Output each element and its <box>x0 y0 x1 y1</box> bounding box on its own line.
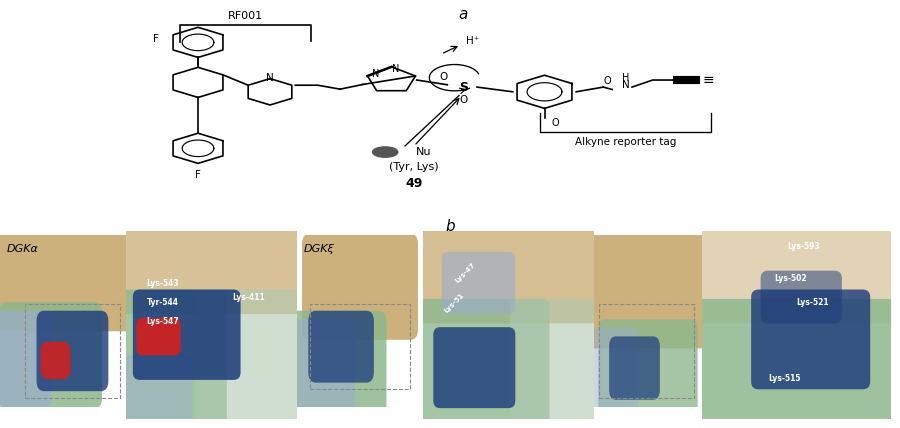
FancyBboxPatch shape <box>119 289 227 427</box>
FancyBboxPatch shape <box>609 336 660 400</box>
FancyBboxPatch shape <box>37 311 108 391</box>
Text: Lys-543: Lys-543 <box>147 279 179 288</box>
FancyBboxPatch shape <box>309 311 374 383</box>
Text: N: N <box>372 69 379 79</box>
FancyBboxPatch shape <box>752 289 870 389</box>
Text: F: F <box>195 170 201 181</box>
Text: b: b <box>446 219 454 235</box>
Text: DGKξ: DGKξ <box>303 244 334 254</box>
FancyBboxPatch shape <box>695 299 898 427</box>
FancyBboxPatch shape <box>760 270 842 324</box>
Text: (Tyr, Lys): (Tyr, Lys) <box>389 162 439 172</box>
FancyBboxPatch shape <box>302 234 418 340</box>
Text: 49: 49 <box>405 177 423 190</box>
Text: Lys-515: Lys-515 <box>768 374 801 383</box>
FancyBboxPatch shape <box>119 355 193 427</box>
Text: Lys-47: Lys-47 <box>454 262 477 284</box>
FancyBboxPatch shape <box>0 311 51 408</box>
Text: S: S <box>459 80 468 94</box>
FancyBboxPatch shape <box>136 318 181 355</box>
Text: Lys-521: Lys-521 <box>796 298 829 307</box>
FancyBboxPatch shape <box>119 223 304 314</box>
FancyBboxPatch shape <box>510 299 601 427</box>
Text: Lys-51: Lys-51 <box>443 291 464 314</box>
Text: F: F <box>152 34 158 44</box>
Text: N: N <box>266 73 274 83</box>
Text: Nu: Nu <box>416 147 431 157</box>
FancyBboxPatch shape <box>416 299 550 427</box>
Text: RF001: RF001 <box>228 11 263 21</box>
Text: Tyr-544: Tyr-544 <box>147 298 178 307</box>
FancyBboxPatch shape <box>588 234 708 348</box>
Text: O: O <box>439 72 448 82</box>
Text: O: O <box>459 95 468 105</box>
FancyBboxPatch shape <box>442 252 516 314</box>
Text: Alkyne reporter tag: Alkyne reporter tag <box>575 137 676 147</box>
Text: N: N <box>622 80 630 90</box>
Text: Lys-411: Lys-411 <box>232 292 265 302</box>
FancyBboxPatch shape <box>433 327 516 408</box>
FancyBboxPatch shape <box>40 342 70 379</box>
Text: H: H <box>622 73 629 83</box>
Text: N: N <box>392 64 400 74</box>
FancyBboxPatch shape <box>196 289 304 427</box>
Text: DGKα: DGKα <box>6 244 38 254</box>
Text: ≡: ≡ <box>702 73 714 87</box>
Text: Lys-547: Lys-547 <box>147 317 179 326</box>
FancyBboxPatch shape <box>598 319 698 417</box>
Text: O: O <box>604 77 611 86</box>
FancyBboxPatch shape <box>133 289 240 380</box>
FancyBboxPatch shape <box>0 225 133 331</box>
Text: Lys-593: Lys-593 <box>787 242 820 251</box>
Text: a: a <box>459 7 468 22</box>
FancyBboxPatch shape <box>695 223 898 324</box>
FancyBboxPatch shape <box>588 328 638 417</box>
Text: O: O <box>552 118 559 128</box>
Ellipse shape <box>373 147 398 157</box>
FancyBboxPatch shape <box>290 311 386 417</box>
Text: H⁺: H⁺ <box>466 36 480 46</box>
FancyBboxPatch shape <box>416 223 601 324</box>
FancyBboxPatch shape <box>0 302 102 408</box>
Text: Lys-502: Lys-502 <box>774 273 806 283</box>
FancyBboxPatch shape <box>290 319 355 417</box>
